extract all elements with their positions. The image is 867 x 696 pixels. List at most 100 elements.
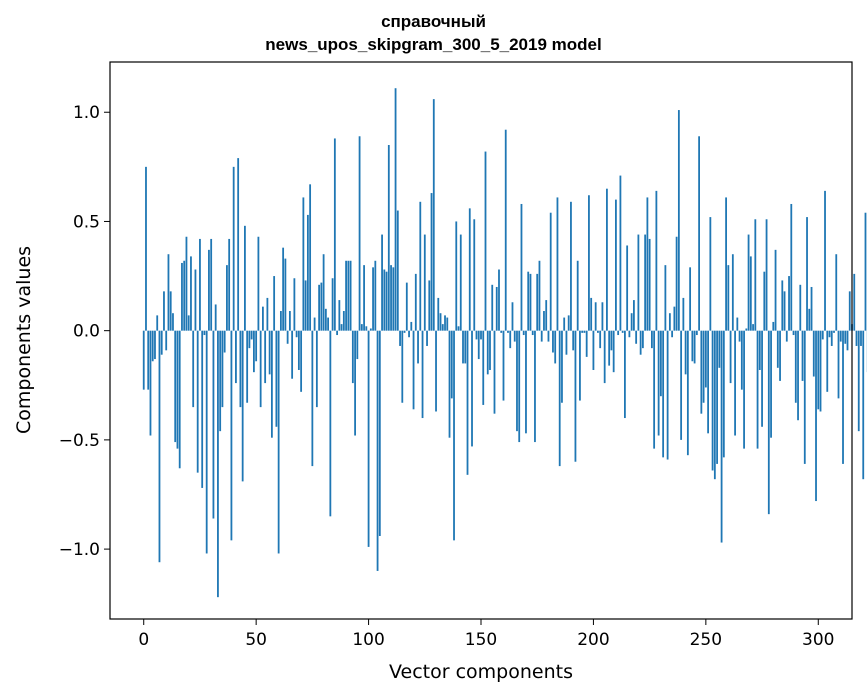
bar — [675, 236, 678, 331]
y-tick-label: 0.5 — [73, 212, 100, 232]
bar — [266, 297, 269, 331]
bar — [709, 217, 712, 331]
x-tick-label: 50 — [245, 630, 267, 650]
bar — [767, 330, 770, 515]
bar — [235, 330, 237, 384]
bar — [848, 291, 851, 331]
bar — [477, 330, 480, 360]
bar — [491, 284, 494, 331]
bar — [646, 197, 649, 331]
bar — [720, 330, 723, 543]
bar — [624, 330, 626, 419]
bar — [205, 330, 208, 554]
y-tick-label: 1.0 — [73, 103, 100, 123]
bar — [794, 330, 797, 403]
bar — [318, 284, 321, 331]
bar — [842, 330, 844, 464]
bar — [810, 286, 813, 331]
y-ticks: −1.0 −0.5 0.0 0.5 1.0 — [59, 103, 110, 560]
bar — [212, 330, 215, 519]
bar — [412, 330, 415, 410]
bar — [572, 330, 575, 351]
bar — [338, 300, 341, 331]
bar — [547, 330, 550, 342]
bar — [295, 330, 298, 338]
bar — [336, 330, 338, 336]
bar — [291, 330, 294, 379]
bar — [473, 219, 476, 331]
bar — [590, 297, 593, 331]
bar — [367, 330, 370, 547]
bar — [612, 330, 615, 373]
bar — [727, 265, 730, 331]
bar — [513, 330, 516, 342]
bar — [502, 330, 505, 401]
bar — [776, 330, 779, 368]
bar — [839, 330, 842, 342]
bar — [630, 313, 633, 331]
bar — [340, 324, 343, 331]
bar — [313, 317, 316, 331]
bar — [417, 330, 419, 364]
bar — [414, 273, 417, 331]
bar — [833, 330, 835, 333]
bar — [214, 304, 217, 331]
bar — [419, 201, 422, 331]
bar — [680, 330, 683, 440]
bar — [232, 166, 235, 331]
bar — [857, 330, 860, 432]
bar — [297, 330, 300, 370]
bar — [815, 330, 817, 502]
bar — [752, 324, 754, 331]
bar — [493, 330, 496, 414]
x-tick-label: 100 — [352, 630, 384, 650]
bar — [284, 258, 287, 331]
bar — [365, 326, 368, 331]
bar — [401, 330, 404, 403]
bar — [441, 324, 444, 331]
bar — [731, 254, 734, 331]
bar — [358, 136, 361, 331]
bar — [383, 269, 386, 331]
bar — [583, 330, 586, 333]
bar — [277, 330, 280, 554]
bar — [749, 256, 752, 331]
bar — [471, 330, 473, 447]
bar — [279, 311, 282, 331]
bar — [673, 306, 676, 331]
bar — [722, 330, 725, 458]
bar — [309, 184, 312, 331]
bar — [223, 330, 226, 353]
bar — [552, 330, 554, 353]
bar — [653, 330, 656, 449]
bar — [666, 330, 669, 460]
bar — [516, 330, 518, 432]
bar — [192, 330, 195, 408]
bar — [151, 330, 154, 362]
bar — [484, 151, 487, 331]
bar — [644, 234, 647, 331]
bar — [457, 326, 460, 331]
bar — [601, 302, 604, 331]
bar — [262, 306, 264, 331]
bar — [439, 313, 442, 331]
bar — [315, 330, 318, 408]
bar — [228, 238, 231, 331]
bar — [570, 201, 572, 331]
bar — [781, 280, 784, 331]
bar — [592, 330, 595, 370]
bar — [385, 271, 388, 331]
bar — [594, 302, 597, 331]
bar — [785, 330, 788, 342]
bar — [387, 145, 390, 331]
bar — [149, 330, 152, 436]
bar — [837, 330, 840, 399]
bar — [459, 234, 462, 331]
bar — [860, 330, 862, 346]
bar — [408, 330, 410, 338]
bar — [158, 330, 161, 563]
bar — [399, 330, 401, 346]
bar — [527, 271, 530, 331]
bar — [354, 330, 356, 436]
bar — [758, 330, 761, 370]
